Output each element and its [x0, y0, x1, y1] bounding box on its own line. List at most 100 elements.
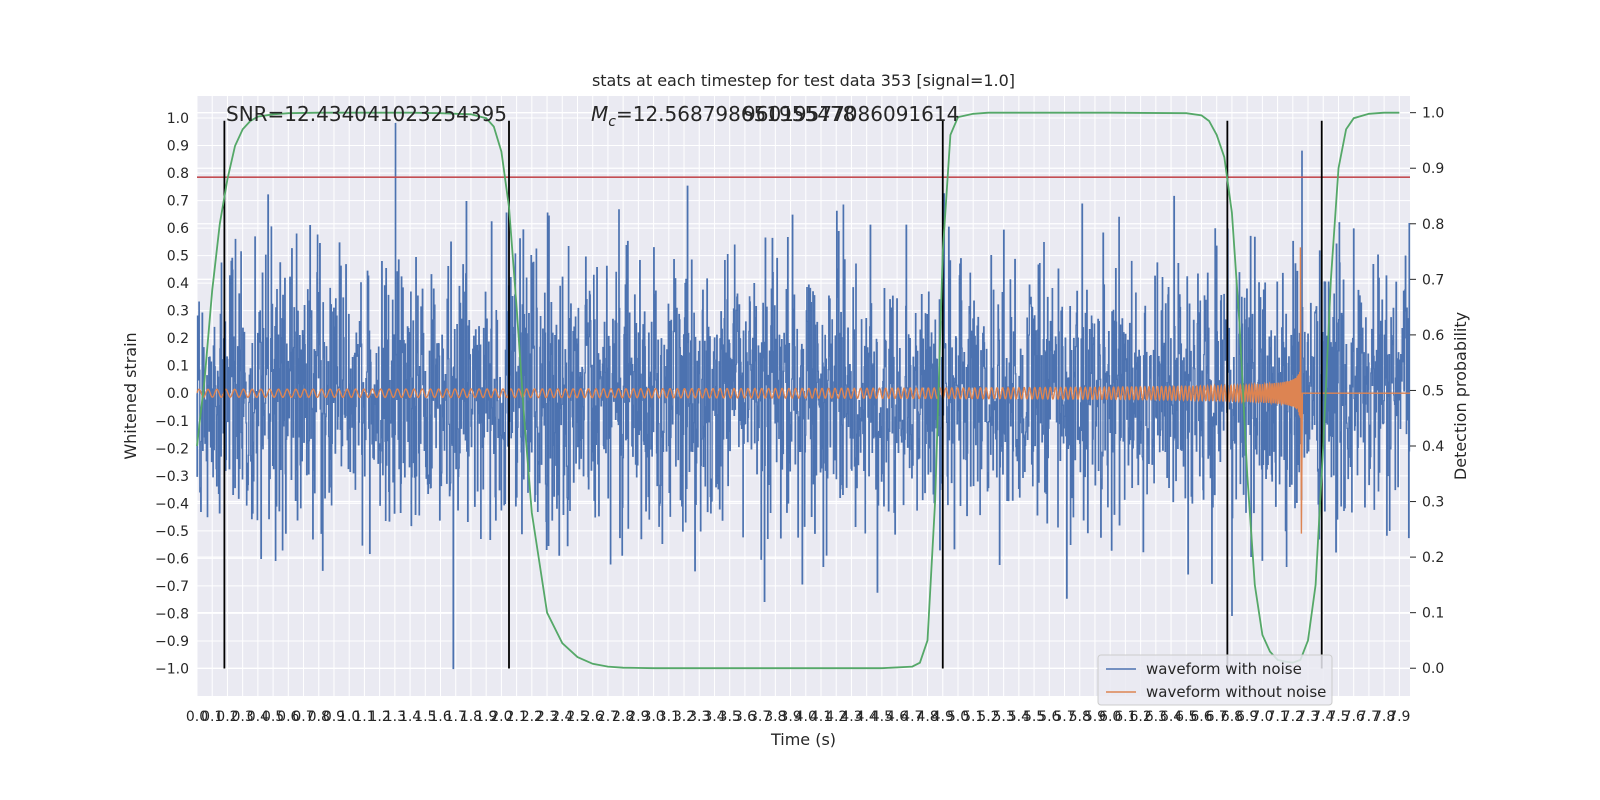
- right-y-tick-label: 0.3: [1422, 495, 1444, 511]
- left-y-tick-label: −0.2: [155, 441, 189, 457]
- x-tick-label: 1.9: [475, 709, 497, 725]
- x-tick-label: 4.4: [856, 709, 878, 725]
- x-tick-label: 2.2: [521, 709, 543, 725]
- x-tick-label: 0.8: [308, 709, 330, 725]
- right-y-tick-label: 0.1: [1422, 606, 1444, 622]
- left-y-tick-label: −0.3: [155, 469, 189, 485]
- x-tick-label: 6.3: [1145, 709, 1167, 725]
- x-tick-label: 6.9: [1236, 709, 1258, 725]
- x-tick-label: 6.8: [1221, 709, 1243, 725]
- left-y-tick-label: 0.3: [167, 304, 189, 320]
- left-y-tick-label: −0.7: [155, 579, 189, 595]
- x-tick-label: 4.6: [886, 709, 908, 725]
- legend-box: [1097, 654, 1333, 706]
- x-tick-label: 2.6: [582, 709, 604, 725]
- x-tick-label: 7.7: [1358, 709, 1380, 725]
- x-tick-label: 3.2: [673, 709, 695, 725]
- x-tick-label: 0.2: [216, 709, 238, 725]
- x-tick-label: 4.3: [840, 709, 862, 725]
- x-tick-label: 2.9: [627, 709, 649, 725]
- right-y-tick-label: 0.4: [1422, 439, 1444, 455]
- x-tick-label: 5.6: [1038, 709, 1060, 725]
- chirp-mass-subscript: c: [608, 114, 616, 130]
- x-tick-label: 4.2: [825, 709, 847, 725]
- x-tick-label: 2.1: [505, 709, 527, 725]
- x-axis: 0.00.10.20.30.40.50.60.70.80.91.01.11.21…: [186, 709, 1411, 725]
- left-y-tick-label: −0.4: [155, 496, 189, 512]
- x-tick-label: 2.5: [566, 709, 588, 725]
- x-tick-label: 4.0: [795, 709, 817, 725]
- x-tick-label: 3.5: [719, 709, 741, 725]
- x-tick-label: 4.1: [810, 709, 832, 725]
- x-tick-label: 2.4: [551, 709, 573, 725]
- right-y-tick-label: 0.0: [1422, 661, 1444, 677]
- x-tick-label: 5.4: [1008, 709, 1030, 725]
- x-tick-label: 3.0: [642, 709, 664, 725]
- right-y-tick-label: 0.2: [1422, 550, 1444, 566]
- x-tick-label: 3.6: [734, 709, 756, 725]
- x-tick-label: 5.0: [947, 709, 969, 725]
- left-y-tick-label: −1.0: [155, 661, 189, 677]
- x-tick-label: 6.4: [1160, 709, 1182, 725]
- noise-waveform-line: [196, 122, 1411, 670]
- left-y-axis-label: Whitened strain: [121, 332, 140, 459]
- x-tick-label: 5.1: [962, 709, 984, 725]
- x-tick-label: 5.8: [1069, 709, 1091, 725]
- x-tick-label: 4.7: [901, 709, 923, 725]
- x-tick-label: 1.5: [414, 709, 436, 725]
- x-tick-label: 2.3: [536, 709, 558, 725]
- left-y-tick-label: 0.7: [167, 194, 189, 210]
- x-tick-label: 1.2: [369, 709, 391, 725]
- x-tick-label: 5.5: [1023, 709, 1045, 725]
- x-tick-label: 1.7: [445, 709, 467, 725]
- x-tick-label: 1.1: [353, 709, 375, 725]
- left-y-tick-label: 0.4: [167, 276, 189, 292]
- x-tick-label: 6.5: [1175, 709, 1197, 725]
- x-tick-label: 3.9: [779, 709, 801, 725]
- left-y-tick-label: 0.1: [167, 359, 189, 375]
- x-tick-label: 7.1: [1266, 709, 1288, 725]
- left-y-tick-label: 0.0: [167, 386, 189, 402]
- x-tick-label: 3.1: [658, 709, 680, 725]
- right-y-tick-label: 0.5: [1422, 383, 1444, 399]
- chirp-mass-symbol: M: [591, 102, 608, 126]
- x-tick-label: 3.3: [688, 709, 710, 725]
- legend-label-clean: waveform without noise: [1146, 683, 1326, 701]
- right-y-axis: 0.0 0.1 0.2 0.3 0.4 0.5 0.6 0.7 0.8 0.9 1.0: [1410, 106, 1444, 677]
- left-y-tick-label: 0.2: [167, 331, 189, 347]
- left-y-axis: −1.0 −0.9 −0.8 −0.7 −0.6 −0.5 −0.4 −0.3 −0.2 −0.1…: [155, 111, 189, 677]
- x-tick-label: 5.3: [993, 709, 1015, 725]
- chirp-mass-annotation: Mc=12.568798651955478: [591, 102, 855, 130]
- x-tick-label: 0.1: [201, 709, 223, 725]
- legend-label-noise: waveform with noise: [1146, 660, 1302, 678]
- clean-waveform-series: [196, 247, 1410, 534]
- x-tick-label: 1.6: [429, 709, 451, 725]
- chart-title: stats at each timestep for test data 353…: [592, 71, 1015, 90]
- x-axis-label: Time (s): [770, 730, 836, 749]
- x-tick-label: 5.9: [1084, 709, 1106, 725]
- x-tick-label: 0.4: [247, 709, 269, 725]
- clean-waveform-line: [196, 247, 1410, 534]
- left-y-tick-label: −0.9: [155, 634, 189, 650]
- left-y-tick-label: 0.6: [167, 221, 189, 237]
- chirp-mass-value: =12.568798651955478: [616, 102, 855, 126]
- left-y-tick-label: 0.5: [167, 249, 189, 265]
- x-tick-label: 7.9: [1388, 709, 1410, 725]
- x-tick-label: 0.9: [323, 709, 345, 725]
- left-y-tick-label: 1.0: [167, 111, 189, 127]
- x-tick-label: 0.5: [262, 709, 284, 725]
- right-y-tick-label: 0.7: [1422, 272, 1444, 288]
- x-tick-label: 3.4: [703, 709, 725, 725]
- x-tick-label: 3.8: [764, 709, 786, 725]
- x-tick-label: 7.4: [1312, 709, 1334, 725]
- right-y-tick-label: 0.8: [1422, 217, 1444, 233]
- x-tick-label: 1.8: [460, 709, 482, 725]
- noise-waveform-series: [196, 122, 1411, 670]
- x-tick-label: 6.1: [1114, 709, 1136, 725]
- x-tick-label: 0.6: [277, 709, 299, 725]
- right-y-tick-label: 1.0: [1422, 106, 1444, 122]
- x-tick-label: 5.7: [1053, 709, 1075, 725]
- x-tick-label: 7.6: [1343, 709, 1365, 725]
- left-y-tick-label: 0.8: [167, 166, 189, 182]
